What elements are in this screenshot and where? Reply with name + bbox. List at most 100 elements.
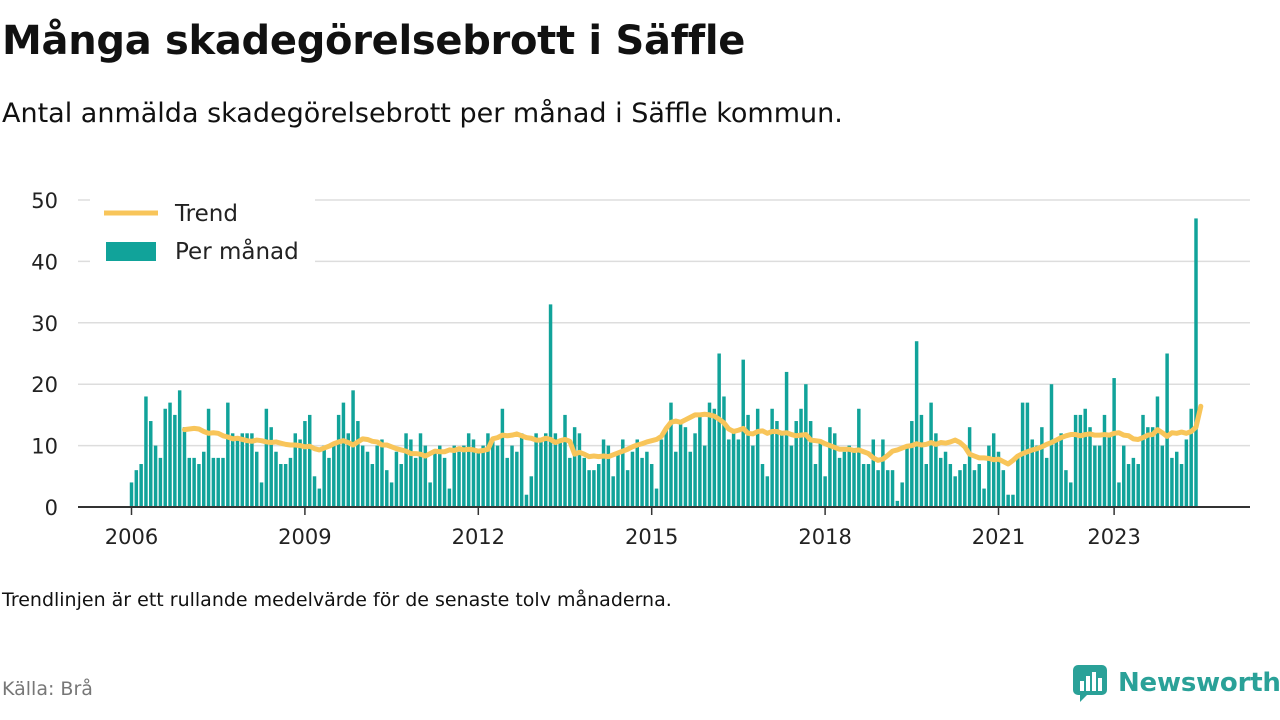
bar — [582, 457, 587, 507]
bar — [813, 464, 818, 507]
bar — [1040, 427, 1044, 507]
bar — [385, 470, 389, 507]
bar — [197, 464, 201, 507]
bar — [375, 445, 379, 507]
bar — [139, 464, 143, 507]
bar — [760, 464, 765, 507]
bar — [601, 439, 606, 507]
bar — [173, 414, 177, 507]
bar — [230, 433, 235, 507]
bar — [572, 427, 577, 507]
bar — [755, 408, 760, 507]
bar — [245, 433, 249, 507]
bar — [991, 433, 996, 507]
bar — [1184, 439, 1189, 507]
bar — [669, 402, 673, 507]
bar — [900, 482, 904, 507]
bar — [481, 445, 485, 507]
bar — [336, 414, 341, 507]
bar — [1107, 433, 1112, 507]
bar — [1136, 464, 1140, 507]
bar — [322, 445, 326, 507]
bar — [707, 402, 712, 507]
bar — [452, 445, 456, 507]
bar — [784, 371, 789, 507]
bar — [731, 433, 736, 507]
bar — [153, 445, 158, 507]
x-tick-label: 2018 — [798, 525, 851, 549]
bar — [996, 451, 1001, 507]
bar — [505, 457, 509, 507]
bar — [1093, 445, 1097, 507]
bar — [587, 470, 591, 507]
bar — [274, 451, 278, 507]
bar — [413, 457, 418, 507]
bar — [987, 445, 991, 507]
bar — [216, 457, 220, 507]
bar — [717, 353, 721, 507]
bar — [674, 451, 678, 507]
bar — [712, 408, 717, 507]
bar — [1102, 414, 1107, 507]
x-tick-label: 2006 — [105, 525, 158, 549]
bar — [948, 464, 953, 507]
bar — [149, 421, 153, 507]
bar — [649, 464, 654, 507]
bar — [794, 421, 798, 507]
bar — [934, 433, 938, 507]
x-tick-label: 2015 — [625, 525, 678, 549]
bar — [380, 439, 384, 507]
bar — [818, 439, 823, 507]
bar — [982, 488, 986, 507]
bar — [206, 408, 211, 507]
bar — [1073, 414, 1078, 507]
bar — [895, 500, 900, 507]
bar — [568, 457, 572, 507]
bar — [890, 470, 895, 507]
bar — [370, 464, 375, 507]
bar — [250, 433, 254, 507]
bar — [943, 451, 948, 507]
bar — [616, 451, 620, 507]
bar — [958, 470, 962, 507]
bar — [963, 464, 967, 507]
bar — [1155, 396, 1160, 507]
x-tick-label: 2009 — [278, 525, 331, 549]
bar — [765, 476, 770, 507]
bar — [134, 470, 139, 507]
bar — [1194, 218, 1198, 508]
bar — [312, 476, 317, 507]
bar — [1083, 408, 1087, 507]
bar — [702, 445, 707, 507]
bar — [553, 433, 558, 507]
x-axis-ticks: 2006 2009 2012 2015 2018 2021 2023 — [105, 507, 1141, 549]
bar — [775, 421, 779, 507]
bar — [457, 451, 461, 507]
bar — [558, 439, 562, 507]
bar — [447, 488, 452, 507]
bar — [1175, 451, 1179, 507]
bar — [1030, 439, 1034, 507]
legend-label-trend: Trend — [174, 201, 238, 227]
x-tick-label: 2023 — [1087, 525, 1140, 549]
bar — [524, 494, 529, 507]
bar — [544, 433, 548, 507]
y-tick-label: 0 — [45, 496, 58, 520]
bar — [279, 464, 283, 507]
bar — [693, 433, 697, 507]
bar — [1179, 464, 1184, 507]
bar — [837, 457, 842, 507]
bar — [327, 457, 331, 507]
bar — [1131, 457, 1136, 507]
bar — [466, 433, 471, 507]
bar — [259, 482, 264, 507]
trend-line — [181, 403, 1204, 467]
x-tick-label: 2021 — [972, 525, 1025, 549]
bar — [529, 476, 534, 507]
bar — [177, 390, 182, 507]
bar — [1016, 457, 1020, 507]
bar — [341, 402, 346, 507]
bar — [905, 445, 909, 507]
bar — [389, 482, 394, 507]
bar — [433, 451, 437, 507]
